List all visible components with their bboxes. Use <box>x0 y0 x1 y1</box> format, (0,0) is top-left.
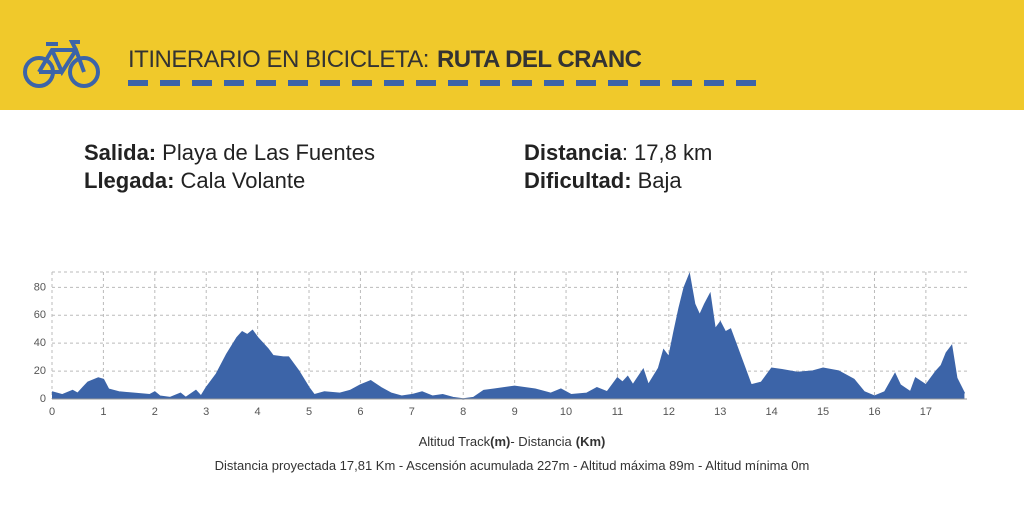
title: ITINERARIO EN BICICLETA: RUTA DEL CRANC <box>128 46 642 74</box>
x-tick-label: 15 <box>817 406 829 418</box>
info-value: Cala Volante <box>180 168 306 193</box>
info-item: Distancia: 17,8 km <box>524 140 712 166</box>
y-tick-label: 20 <box>34 365 46 377</box>
x-tick-label: 9 <box>512 406 518 418</box>
caption-part: - Distancia <box>510 434 572 449</box>
area-line <box>51 272 966 400</box>
title-regular: ITINERARIO EN BICICLETA: <box>128 46 429 73</box>
y-tick-label: 80 <box>34 281 46 293</box>
info-value: : 17,8 km <box>621 140 713 165</box>
y-tick-label: 60 <box>34 309 46 321</box>
info-label: Distancia <box>524 140 622 165</box>
title-bold: RUTA DEL CRANC <box>436 46 642 73</box>
info-label: Salida: <box>84 140 157 165</box>
x-tick-label: 11 <box>612 406 623 418</box>
caption-part: (m) <box>490 434 511 449</box>
x-tick-label: 7 <box>409 406 415 418</box>
x-tick-label: 14 <box>766 406 778 418</box>
info-value: Baja <box>637 168 682 193</box>
info-item: Llegada: Cala Volante <box>84 168 305 194</box>
x-tick-label: 13 <box>714 406 726 418</box>
x-tick-label: 0 <box>49 406 55 418</box>
x-tick-label: 16 <box>868 406 880 418</box>
info-label: Dificultad: <box>524 168 632 193</box>
x-tick-label: 1 <box>100 406 106 418</box>
stats: Distancia proyectada 17,81 Km - Ascensió… <box>214 458 810 473</box>
x-tick-label: 17 <box>920 406 932 418</box>
info-label: Llegada: <box>84 168 175 193</box>
info-value: Playa de Las Fuentes <box>162 140 375 165</box>
info-item: Salida: Playa de Las Fuentes <box>84 140 375 166</box>
x-tick-label: 8 <box>460 406 466 418</box>
x-tick-label: 4 <box>255 406 261 418</box>
caption-part: (Km) <box>575 434 606 449</box>
info-item: Dificultad: Baja <box>524 168 682 194</box>
x-tick-label: 6 <box>357 406 363 418</box>
bike-icon <box>23 40 100 88</box>
header: ITINERARIO EN BICICLETA: RUTA DEL CRANC <box>0 0 1024 110</box>
x-tick-label: 10 <box>560 406 572 418</box>
x-tick-label: 5 <box>306 406 312 418</box>
x-tick-label: 3 <box>203 406 209 418</box>
area-fill <box>52 274 965 399</box>
caption-part: Altitud Track <box>418 434 491 449</box>
y-tick-label: 0 <box>40 393 46 405</box>
y-tick-label: 40 <box>34 337 46 349</box>
axis-caption: Altitud Track(m)- Distancia (Km) <box>0 434 1024 449</box>
x-tick-label: 2 <box>152 406 158 418</box>
dashed-rule <box>128 80 760 86</box>
x-tick-label: 12 <box>663 406 675 418</box>
